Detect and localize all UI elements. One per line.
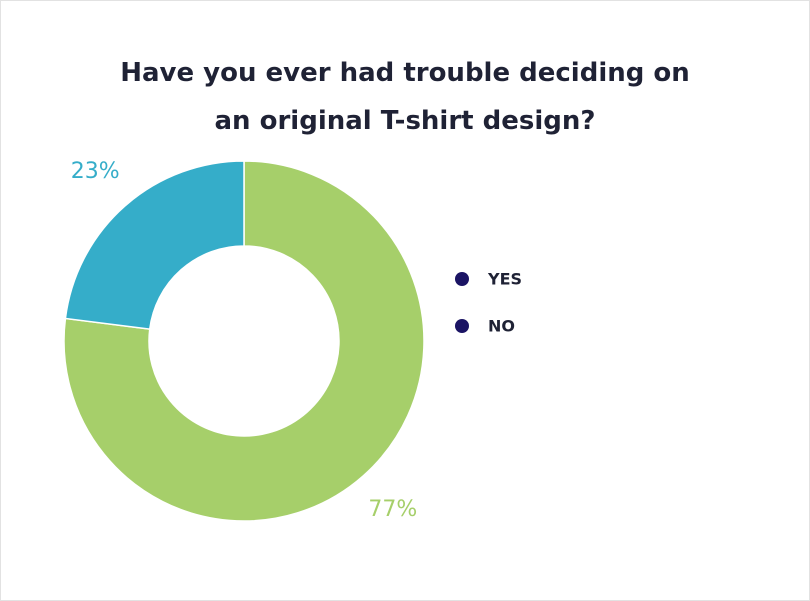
value-label: 23%	[71, 159, 120, 184]
chart-title: Have you ever had trouble deciding on an…	[120, 58, 690, 136]
legend-marker	[455, 272, 469, 286]
legend-label: NO	[488, 317, 515, 336]
donut-slice	[63, 160, 425, 522]
donut-slice	[64, 160, 245, 330]
value-label: 77%	[368, 497, 417, 522]
legend-label: YES	[487, 270, 522, 289]
legend-marker	[455, 319, 469, 333]
